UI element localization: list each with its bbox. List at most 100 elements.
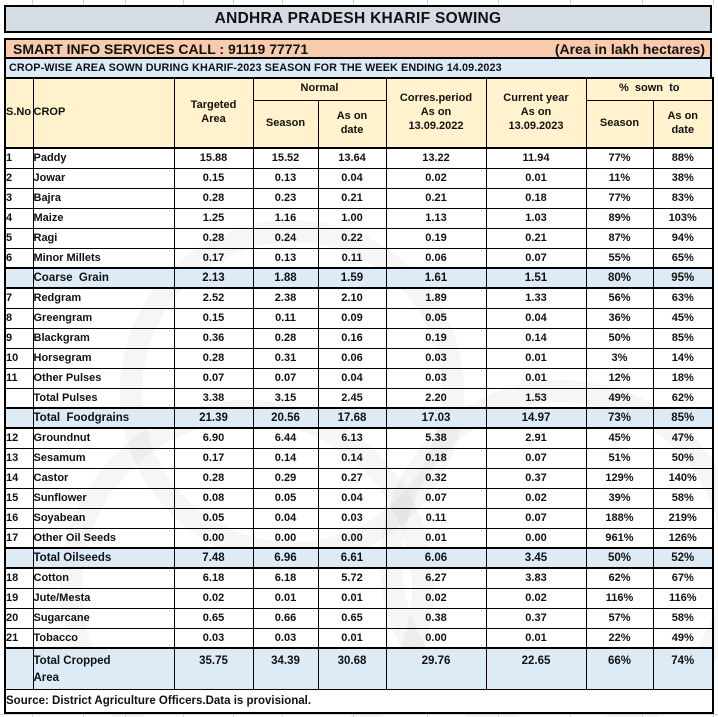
cell-value: 2.91 — [485, 427, 587, 449]
cell-value: 103% — [652, 207, 714, 229]
cell-sno: 12 — [4, 427, 34, 449]
cell-crop: Horsegram — [32, 347, 175, 369]
table-row: 17 Other Oil Seeds 0.00 0.00 0.00 0.01 0.00 961… — [4, 527, 714, 549]
cell-value: 15.52 — [252, 147, 319, 169]
cell-value: 58% — [652, 487, 714, 509]
excel-gridlines-top — [0, 0, 718, 5]
cell-value: 0.01 — [385, 527, 487, 549]
cell-value: 0.37 — [485, 607, 587, 629]
subtotal-row: Total Foodgrains 21.39 20.56 17.68 17.03 14.9… — [4, 407, 714, 429]
cell-value: 0.11 — [252, 307, 319, 329]
table-row: 7 Redgram 2.52 2.38 2.10 1.89 1.33 56% 63% — [4, 287, 714, 309]
cell-value: 0.36 — [173, 327, 254, 349]
source-note: Source: District Agriculture Officers.Da… — [4, 688, 714, 713]
cell-value: 0.65 — [317, 607, 387, 629]
cell-value: 0.07 — [485, 447, 587, 469]
cell-value: 0.00 — [173, 527, 254, 549]
table-footer: Source: District Agriculture Officers.Da… — [4, 688, 714, 713]
cell-value: 13.64 — [317, 147, 387, 169]
col-header-pct-sown: % sown to — [585, 77, 714, 101]
cell-value: 0.14 — [252, 447, 319, 469]
cell-sno: 1 — [4, 147, 34, 169]
cell-value: 0.19 — [385, 327, 487, 349]
cell-crop: Minor Millets — [32, 247, 175, 269]
cell-value: 0.05 — [385, 307, 487, 329]
cell-value: 94% — [652, 227, 714, 249]
cell-value: 0.01 — [485, 347, 587, 369]
cell-value: 2.45 — [317, 387, 387, 409]
cell-crop: Total Oilseeds — [32, 547, 175, 569]
cell-value: 0.23 — [252, 187, 319, 209]
col-header-sno: S.No — [4, 77, 34, 149]
cell-value: 1.16 — [252, 207, 319, 229]
cell-value: 116% — [652, 587, 714, 609]
table-row: 18 Cotton 6.18 6.18 5.72 6.27 3.83 62% 67% — [4, 567, 714, 589]
cell-sno: 10 — [4, 347, 34, 369]
table-row: Total Pulses 3.38 3.15 2.45 2.20 1.53 49% 62% — [4, 387, 714, 409]
cell-value: 0.02 — [485, 487, 587, 509]
cell-sno: 18 — [4, 567, 34, 589]
cell-value: 22% — [585, 627, 654, 649]
table-row: 4 Maize 1.25 1.16 1.00 1.13 1.03 89% 103% — [4, 207, 714, 229]
table-row: 6 Minor Millets 0.17 0.13 0.11 0.06 0.07 55% 65% — [4, 247, 714, 269]
cell-value: 55% — [585, 247, 654, 269]
table-row: 14 Castor 0.28 0.29 0.27 0.32 0.37 129% 140% — [4, 467, 714, 489]
cell-sno — [4, 267, 34, 289]
cell-value: 15.88 — [173, 147, 254, 169]
table-row: 9 Blackgram 0.36 0.28 0.16 0.19 0.14 50% 85% — [4, 327, 714, 349]
cell-value: 0.07 — [385, 487, 487, 509]
subtotal-row: Total Oilseeds 7.48 6.96 6.61 6.06 3.45 50% 52% — [4, 547, 714, 569]
cell-sno: 4 — [4, 207, 34, 229]
cell-value: 0.22 — [317, 227, 387, 249]
cell-value: 0.01 — [317, 627, 387, 649]
cell-value: 13.22 — [385, 147, 487, 169]
cell-value: 140% — [652, 467, 714, 489]
cell-value: 6.27 — [385, 567, 487, 589]
cell-value: 74% — [652, 647, 714, 690]
cell-value: 0.01 — [485, 367, 587, 389]
col-header-current-year: Current year As on 13.09.2023 — [485, 77, 587, 149]
cell-value: 29.76 — [385, 647, 487, 690]
cell-value: 21.39 — [173, 407, 254, 429]
subtotal-row: Coarse Grain 2.13 1.88 1.59 1.61 1.51 80% 95% — [4, 267, 714, 289]
cell-value: 0.00 — [252, 527, 319, 549]
cell-value: 0.17 — [173, 447, 254, 469]
cell-value: 87% — [585, 227, 654, 249]
cell-value: 7.48 — [173, 547, 254, 569]
cell-value: 2.20 — [385, 387, 487, 409]
cell-value: 0.37 — [485, 467, 587, 489]
cell-value: 20.56 — [252, 407, 319, 429]
cell-value: 0.00 — [485, 527, 587, 549]
cell-value: 0.07 — [485, 247, 587, 269]
cell-value: 0.24 — [252, 227, 319, 249]
cell-value: 11.94 — [485, 147, 587, 169]
cell-value: 47% — [652, 427, 714, 449]
cell-crop: Coarse Grain — [32, 267, 175, 289]
table-row: 2 Jowar 0.15 0.13 0.04 0.02 0.01 11% 38% — [4, 167, 714, 189]
report-subtitle: CROP-WISE AREA SOWN DURING KHARIF-2023 S… — [4, 59, 712, 77]
col-header-pct-as-on-date: As on date — [652, 99, 714, 149]
col-header-as-on-date: As on date — [317, 99, 387, 149]
cell-value: 62% — [585, 567, 654, 589]
cell-crop: Paddy — [32, 147, 175, 169]
cell-sno: 21 — [4, 627, 34, 649]
grand-total-row: Total Cropped Area 35.75 34.39 30.68 29.76 22… — [4, 647, 714, 690]
cell-value: 30.68 — [317, 647, 387, 690]
cell-sno — [4, 407, 34, 429]
cell-value: 17.68 — [317, 407, 387, 429]
table-row: 15 Sunflower 0.08 0.05 0.04 0.07 0.02 39% 58% — [4, 487, 714, 509]
cell-value: 50% — [585, 547, 654, 569]
cell-value: 56% — [585, 287, 654, 309]
table-row: 10 Horsegram 0.28 0.31 0.06 0.03 0.01 3% 14% — [4, 347, 714, 369]
cell-crop: Bajra — [32, 187, 175, 209]
cell-sno: 5 — [4, 227, 34, 249]
cell-value: 0.04 — [485, 307, 587, 329]
cell-value: 45% — [652, 307, 714, 329]
cell-sno: 15 — [4, 487, 34, 509]
table-row: 13 Sesamum 0.17 0.14 0.14 0.18 0.07 51% 50% — [4, 447, 714, 469]
cell-sno: 8 — [4, 307, 34, 329]
cell-value: 57% — [585, 607, 654, 629]
cell-value: 0.09 — [317, 307, 387, 329]
cell-value: 1.88 — [252, 267, 319, 289]
